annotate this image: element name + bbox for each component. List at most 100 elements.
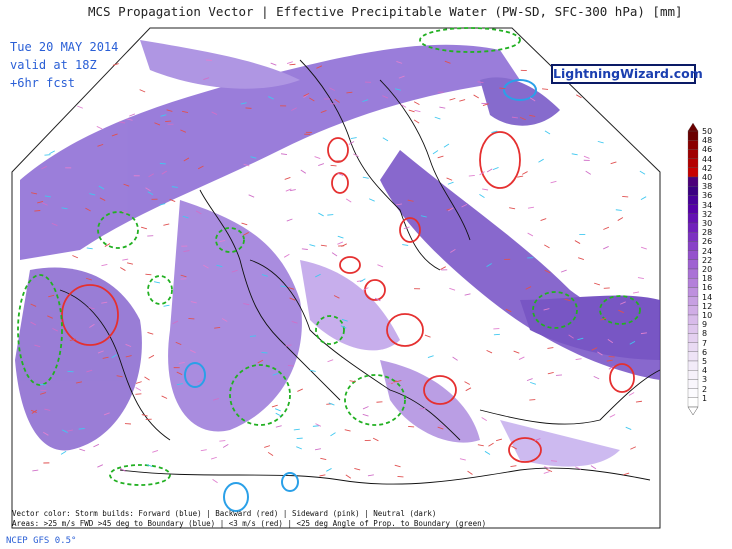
- vector-arrow: [139, 89, 146, 93]
- colorbar-label: 14: [702, 292, 713, 302]
- colorbar-label: 36: [702, 191, 713, 201]
- vector-arrow: [617, 217, 624, 221]
- vector-arrow: [249, 335, 256, 337]
- vector-arrow: [274, 408, 281, 412]
- vector-arrow: [413, 101, 420, 106]
- vector-arrow: [318, 163, 325, 166]
- vector-arrow: [359, 278, 366, 283]
- colorbar-label: 1: [702, 393, 708, 403]
- vector-arrow: [182, 110, 189, 113]
- vector-arrow: [163, 223, 170, 226]
- vector-arrow: [609, 414, 616, 418]
- vector-arrow: [60, 450, 67, 455]
- vector-arrow: [213, 397, 220, 401]
- vector-arrow: [98, 185, 105, 190]
- vector-arrow: [147, 332, 154, 335]
- vector-arrow: [544, 130, 551, 135]
- vector-arrow: [499, 87, 506, 90]
- vector-arrow: [574, 240, 581, 244]
- vector-arrow: [568, 334, 574, 339]
- vector-arrow: [387, 382, 395, 384]
- colorbar-swatch: [687, 360, 699, 371]
- colorbar-label: 42: [702, 163, 713, 173]
- vector-arrow: [640, 196, 647, 201]
- vector-arrow: [403, 226, 410, 230]
- vector-arrow: [216, 264, 223, 268]
- vector-arrow: [640, 332, 647, 335]
- colorbar-label: 32: [702, 209, 713, 219]
- vector-arrow: [97, 464, 104, 468]
- vector-arrow: [341, 318, 348, 322]
- colorbar-label: 28: [702, 228, 713, 238]
- vector-arrow: [148, 354, 155, 359]
- vector-arrow: [449, 287, 456, 291]
- vector-arrow: [93, 443, 100, 448]
- legend-note-areas: Areas: >25 m/s FWD >45 deg to Boundary (…: [12, 519, 487, 528]
- vector-arrow: [288, 287, 295, 290]
- vector-arrow: [315, 273, 321, 278]
- colorbar-swatch: [687, 324, 699, 334]
- vector-arrow: [190, 301, 197, 304]
- vector-arrow: [350, 137, 357, 139]
- vector-arrow: [161, 395, 168, 399]
- vector-arrow: [439, 106, 446, 109]
- vector-arrow: [327, 214, 334, 216]
- colorbar-label: 44: [702, 154, 713, 164]
- vector-arrow: [314, 448, 321, 451]
- vector-arrow: [640, 246, 647, 250]
- vector-arrow: [395, 203, 402, 206]
- colorbar-swatch: [687, 351, 699, 362]
- vector-arrow: [312, 425, 319, 427]
- vector-arrow: [635, 400, 642, 403]
- vector-arrow: [439, 424, 446, 428]
- vector-arrow: [630, 446, 637, 450]
- vector-arrow: [543, 308, 550, 311]
- vector-arrow: [67, 429, 74, 432]
- colorbar-label: 22: [702, 255, 713, 265]
- vector-arrow: [477, 81, 484, 84]
- legend-note-vectors: Vector color: Storm builds: Forward (blu…: [12, 509, 437, 518]
- vector-arrow: [79, 448, 86, 452]
- colorbar-label: 5: [702, 357, 708, 366]
- vector-arrow: [172, 320, 179, 325]
- vector-arrow: [96, 125, 103, 130]
- vector-arrow: [34, 210, 41, 212]
- vector-arrow: [362, 99, 369, 103]
- colorbar-label: 46: [702, 145, 713, 155]
- chart-title: MCS Propagation Vector | Effective Preci…: [88, 4, 683, 19]
- vector-arrow: [583, 155, 590, 159]
- vector-arrow: [465, 387, 472, 392]
- propagation-vectors: [30, 59, 647, 484]
- vector-arrow: [482, 188, 489, 191]
- colorbar-swatch: [687, 158, 699, 168]
- colorbar-swatch: [687, 195, 699, 205]
- colorbar-label: 8: [702, 329, 708, 339]
- vector-arrow: [31, 192, 38, 195]
- vector-arrow: [85, 207, 91, 212]
- vector-arrow: [280, 153, 288, 155]
- vector-arrow: [486, 263, 492, 268]
- vector-arrow: [496, 438, 503, 442]
- colorbar-swatch: [687, 388, 699, 398]
- vector-arrow: [348, 141, 355, 145]
- vector-arrow: [248, 194, 255, 198]
- vector-arrow: [419, 407, 426, 410]
- colorbar-label: 34: [702, 200, 713, 210]
- vector-arrow: [464, 293, 471, 296]
- vector-arrow: [34, 344, 41, 348]
- vector-arrow: [301, 248, 308, 250]
- vector-arrow: [547, 372, 554, 375]
- vector-arrow: [449, 97, 456, 101]
- colorbar-label: 40: [702, 173, 713, 182]
- vector-arrow: [337, 172, 344, 176]
- vector-arrow: [519, 116, 526, 121]
- vector-arrow: [362, 413, 369, 417]
- vector-arrow: [576, 94, 582, 99]
- vector-arrow: [540, 218, 547, 221]
- vector-arrow: [166, 109, 173, 112]
- vector-arrow: [240, 102, 247, 105]
- vector-arrow: [272, 372, 279, 376]
- vector-arrow: [362, 406, 369, 410]
- vector-arrow: [183, 250, 190, 252]
- vector-arrow: [529, 114, 536, 117]
